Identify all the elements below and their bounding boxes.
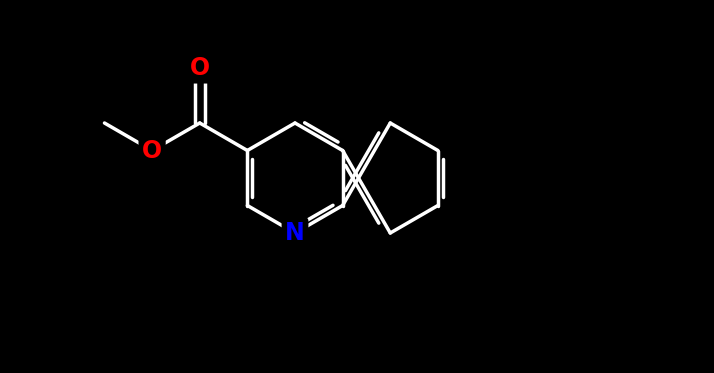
Text: N: N xyxy=(285,221,305,245)
Text: O: O xyxy=(142,138,162,163)
Text: O: O xyxy=(190,56,210,80)
